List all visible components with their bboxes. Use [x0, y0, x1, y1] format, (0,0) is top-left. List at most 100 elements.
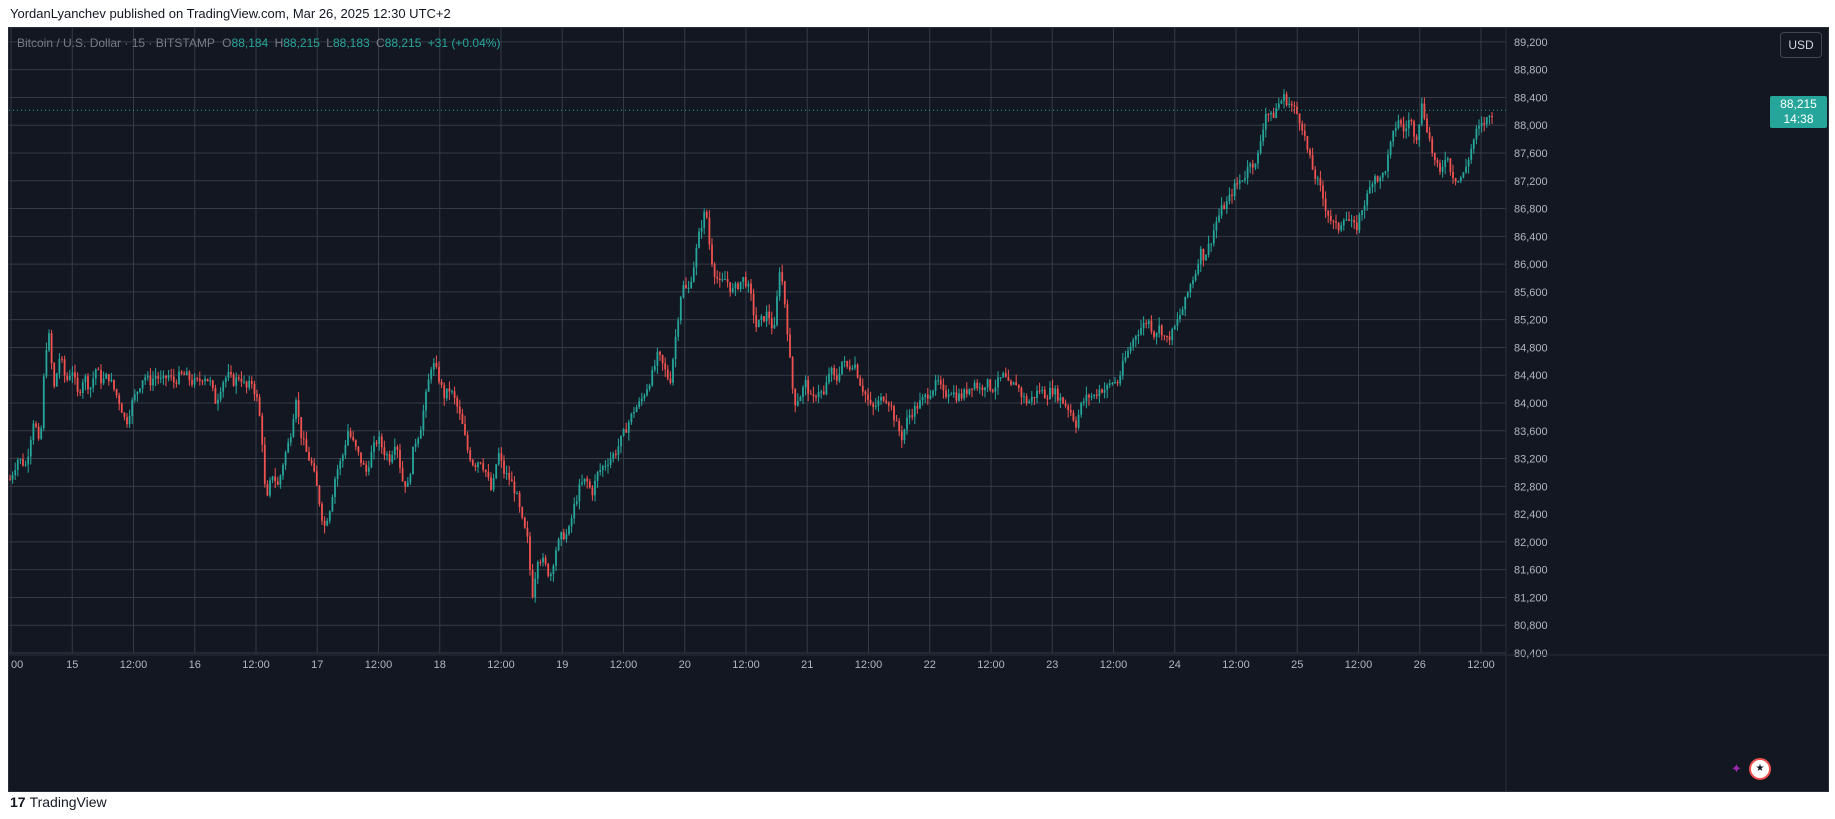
candle-body: [1384, 171, 1387, 173]
candle-body: [1400, 120, 1402, 124]
candle-body: [1389, 141, 1392, 155]
candle-body: [167, 375, 170, 379]
candle-body: [1394, 128, 1397, 131]
candle-body: [1010, 380, 1012, 385]
x-tick-label: 22: [924, 659, 936, 671]
candle-body: [791, 357, 794, 389]
candle-body: [627, 422, 630, 433]
candle-body: [804, 380, 807, 388]
candle-body: [677, 320, 680, 337]
candle-body: [1054, 388, 1057, 395]
candle-body: [1166, 335, 1168, 337]
chart-panel[interactable]: 89,200 88,800 88,400 88,000 87,600 87,200 86,8…: [8, 27, 1829, 792]
candle-body: [757, 319, 760, 328]
candle-body: [887, 402, 890, 406]
candle-body: [1124, 357, 1127, 361]
candle-body: [872, 403, 875, 408]
candle-body: [461, 413, 464, 424]
candle-body: [1277, 103, 1280, 109]
candle-body: [1439, 163, 1441, 172]
candle-body: [531, 569, 534, 598]
candle-body: [354, 440, 357, 447]
candle-body: [1194, 273, 1197, 281]
y-tick-label: 85,200: [1514, 315, 1548, 327]
candle-body: [1324, 198, 1327, 211]
candle-body: [1069, 410, 1072, 413]
candle-body: [490, 477, 492, 490]
candle-body: [1199, 248, 1202, 265]
candle-body: [1483, 122, 1486, 125]
candle-body: [185, 371, 188, 375]
candle-body: [612, 453, 615, 459]
candle-body: [1319, 178, 1322, 186]
candle-body: [708, 217, 711, 245]
candle-body: [1202, 248, 1205, 261]
candle-body: [1072, 412, 1075, 421]
candle-body: [115, 389, 118, 396]
candle-body: [1163, 335, 1166, 337]
candle-body: [1446, 158, 1449, 160]
candle-body: [1218, 215, 1220, 222]
candle-body: [937, 380, 940, 382]
candle-body: [588, 481, 591, 488]
candle-body: [261, 415, 264, 445]
tradingview-logo-icon: 17: [10, 794, 26, 810]
candle-body: [198, 378, 201, 381]
candle-body: [92, 378, 95, 388]
candle-body: [508, 473, 511, 480]
candle-body: [497, 453, 500, 465]
candle-body: [737, 283, 739, 290]
candle-body: [1337, 222, 1340, 231]
price-chart[interactable]: 89,200 88,800 88,400 88,000 87,600 87,200 86,8…: [9, 28, 1828, 791]
candle-body: [1420, 103, 1423, 125]
candle-body: [1181, 309, 1184, 316]
candle-body: [370, 451, 373, 468]
candle-body: [1233, 183, 1236, 197]
candle-body: [750, 283, 752, 294]
candle-body: [344, 445, 347, 456]
candle-body: [191, 380, 193, 385]
candle-body: [1134, 336, 1137, 340]
candle-body: [29, 440, 32, 457]
candle-body: [321, 503, 323, 521]
open-label: O: [222, 36, 232, 50]
candle-body: [1413, 121, 1415, 137]
close-value: 88,215: [384, 36, 422, 50]
event-icon[interactable]: ✦: [1731, 761, 1742, 776]
candle-body: [269, 480, 271, 496]
candle-body: [1444, 159, 1447, 167]
candle-body: [487, 471, 490, 478]
x-tick-label: 12:00: [1100, 659, 1128, 671]
candle-body: [955, 392, 958, 401]
candle-body: [763, 316, 765, 322]
candle-body: [240, 378, 243, 382]
candle-body: [921, 397, 924, 401]
candle-body: [1189, 284, 1192, 293]
y-tick-label: 81,600: [1514, 565, 1548, 577]
candle-body: [570, 518, 573, 527]
candle-body: [328, 511, 331, 521]
currency-button[interactable]: USD: [1780, 32, 1822, 58]
candle-body: [1257, 152, 1259, 164]
candle-body: [960, 393, 963, 399]
candle-body: [222, 382, 225, 392]
candle-body: [276, 481, 279, 485]
us-flag-icon[interactable]: ★: [1749, 758, 1771, 780]
candle-body: [843, 361, 846, 363]
candle-body: [89, 387, 92, 390]
publish-info: YordanLyanchev published on TradingView.…: [10, 6, 451, 21]
symbol-title[interactable]: Bitcoin / U.S. Dollar · 15 · BITSTAMP: [17, 36, 215, 50]
candle-body: [815, 396, 817, 398]
candle-body: [599, 469, 602, 472]
candle-body: [1028, 401, 1031, 404]
candle-body: [68, 375, 71, 380]
y-tick-label: 84,000: [1514, 398, 1548, 410]
candle-body: [1264, 113, 1267, 130]
candle-body: [638, 401, 641, 408]
x-tick-label: 12:00: [1467, 659, 1495, 671]
candle-body: [386, 454, 388, 456]
candle-body: [287, 442, 290, 453]
candle-body: [552, 565, 555, 574]
candle-body: [518, 493, 521, 508]
candle-body: [336, 469, 339, 480]
